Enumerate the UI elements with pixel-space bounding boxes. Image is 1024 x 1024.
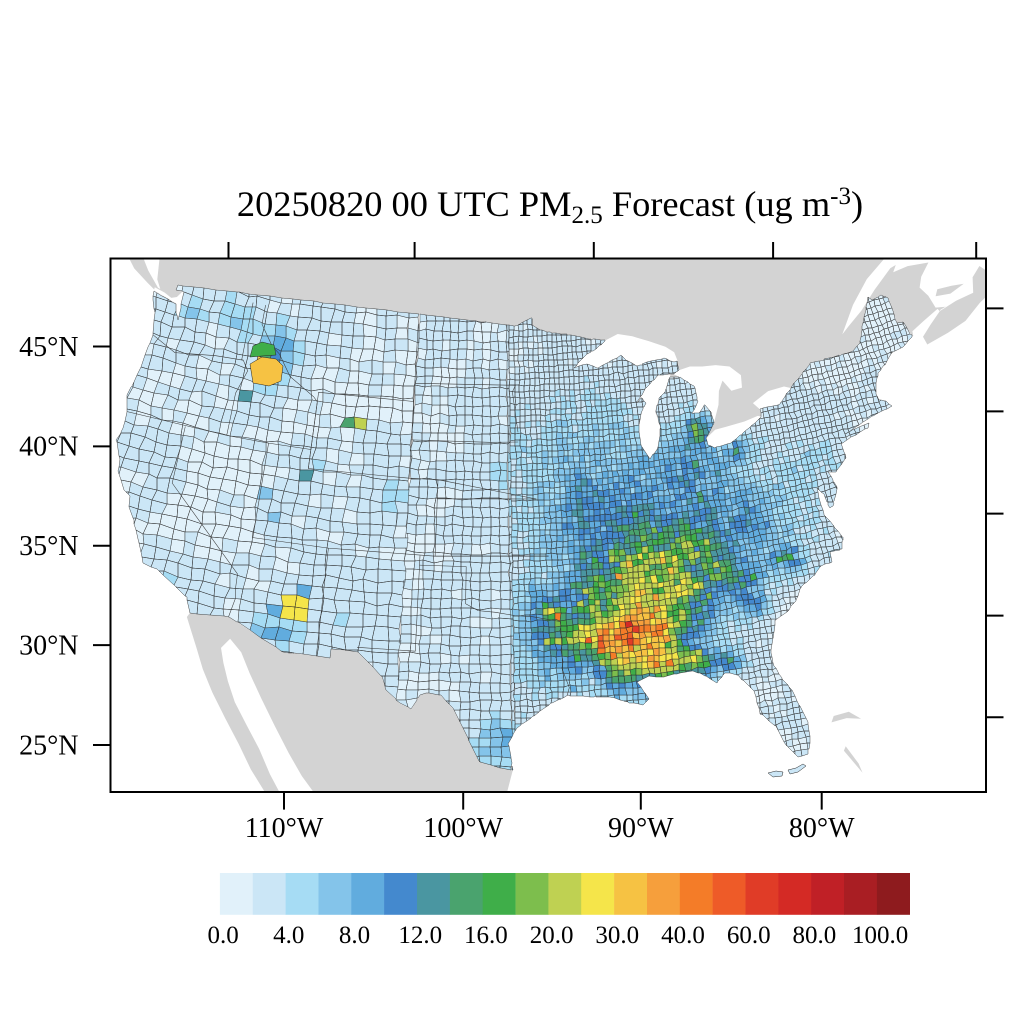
svg-text:90°W: 90°W: [608, 813, 674, 844]
svg-text:20250820 00 UTC PM2.5 Forecast: 20250820 00 UTC PM2.5 Forecast (ug m-3): [237, 183, 863, 229]
svg-text:4.0: 4.0: [273, 922, 304, 949]
svg-text:60.0: 60.0: [727, 922, 771, 949]
svg-text:8.0: 8.0: [339, 922, 370, 949]
svg-text:100.0: 100.0: [852, 922, 908, 949]
svg-text:20.0: 20.0: [530, 922, 574, 949]
svg-text:30.0: 30.0: [595, 922, 639, 949]
svg-text:80°W: 80°W: [789, 813, 855, 844]
svg-text:16.0: 16.0: [464, 922, 508, 949]
svg-text:110°W: 110°W: [245, 813, 324, 844]
svg-text:40°N: 40°N: [19, 432, 78, 463]
svg-text:35°N: 35°N: [19, 531, 78, 562]
svg-text:0.0: 0.0: [207, 922, 238, 949]
svg-text:30°N: 30°N: [19, 630, 78, 661]
svg-text:40.0: 40.0: [661, 922, 705, 949]
svg-text:45°N: 45°N: [19, 332, 78, 363]
svg-text:12.0: 12.0: [398, 922, 442, 949]
svg-text:25°N: 25°N: [19, 730, 78, 761]
svg-text:100°W: 100°W: [423, 813, 503, 844]
svg-text:80.0: 80.0: [793, 922, 837, 949]
